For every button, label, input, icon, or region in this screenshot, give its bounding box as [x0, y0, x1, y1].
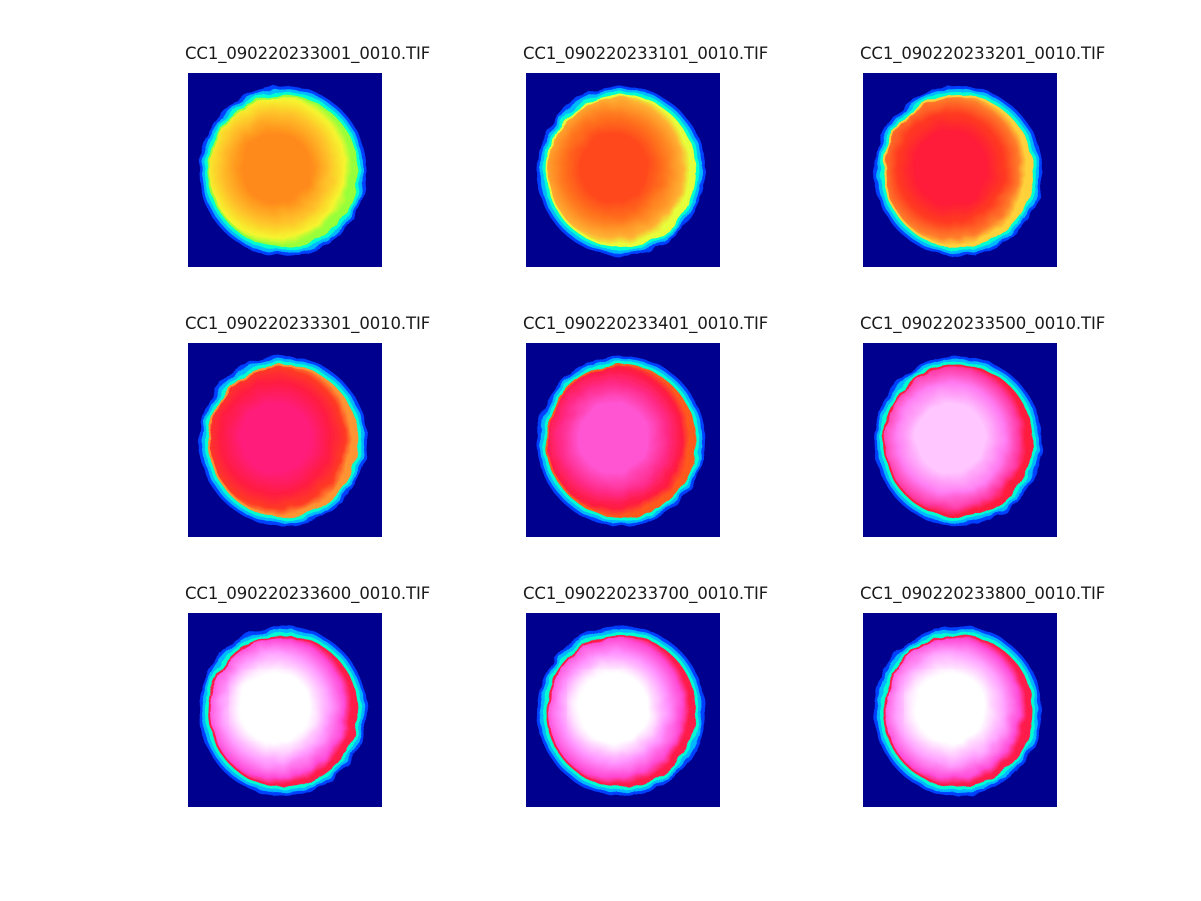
- thermal-blob: [199, 356, 367, 526]
- panel-4: CC1_090220233301_0010.TIF: [185, 314, 458, 548]
- panel-title: CC1_090220233101_0010.TIF: [523, 44, 769, 63]
- thermal-image: [188, 613, 382, 807]
- panel-title: CC1_090220233800_0010.TIF: [860, 584, 1106, 603]
- panel-1: CC1_090220233001_0010.TIF: [185, 44, 458, 278]
- thermal-image: [863, 73, 1057, 267]
- thermal-blob: [199, 86, 367, 256]
- panel-8: CC1_090220233700_0010.TIF: [523, 584, 796, 818]
- hot-spot: [236, 675, 304, 735]
- thermal-image: [526, 343, 720, 537]
- panel-2: CC1_090220233101_0010.TIF: [523, 44, 796, 278]
- panel-title: CC1_090220233201_0010.TIF: [860, 44, 1106, 63]
- thermal-image: [188, 73, 382, 267]
- panel-5: CC1_090220233401_0010.TIF: [523, 314, 796, 548]
- thermal-image: [526, 613, 720, 807]
- panel-title: CC1_090220233500_0010.TIF: [860, 314, 1106, 333]
- thermal-blob: [874, 86, 1042, 256]
- thermal-blob: [537, 356, 705, 526]
- hot-spot: [574, 675, 642, 735]
- panel-9: CC1_090220233800_0010.TIF: [860, 584, 1133, 818]
- thermal-blob: [874, 356, 1042, 526]
- panel-title: CC1_090220233600_0010.TIF: [185, 584, 431, 603]
- hot-spot: [911, 675, 979, 735]
- thermal-image: [863, 343, 1057, 537]
- thermal-image: [188, 343, 382, 537]
- panel-title: CC1_090220233301_0010.TIF: [185, 314, 431, 333]
- panel-title: CC1_090220233700_0010.TIF: [523, 584, 769, 603]
- thermal-image: [526, 73, 720, 267]
- thermal-blob: [537, 86, 705, 256]
- panel-title: CC1_090220233001_0010.TIF: [185, 44, 431, 63]
- thermal-image: [863, 613, 1057, 807]
- panel-7: CC1_090220233600_0010.TIF: [185, 584, 458, 818]
- panel-3: CC1_090220233201_0010.TIF: [860, 44, 1133, 278]
- panel-title: CC1_090220233401_0010.TIF: [523, 314, 769, 333]
- panel-6: CC1_090220233500_0010.TIF: [860, 314, 1133, 548]
